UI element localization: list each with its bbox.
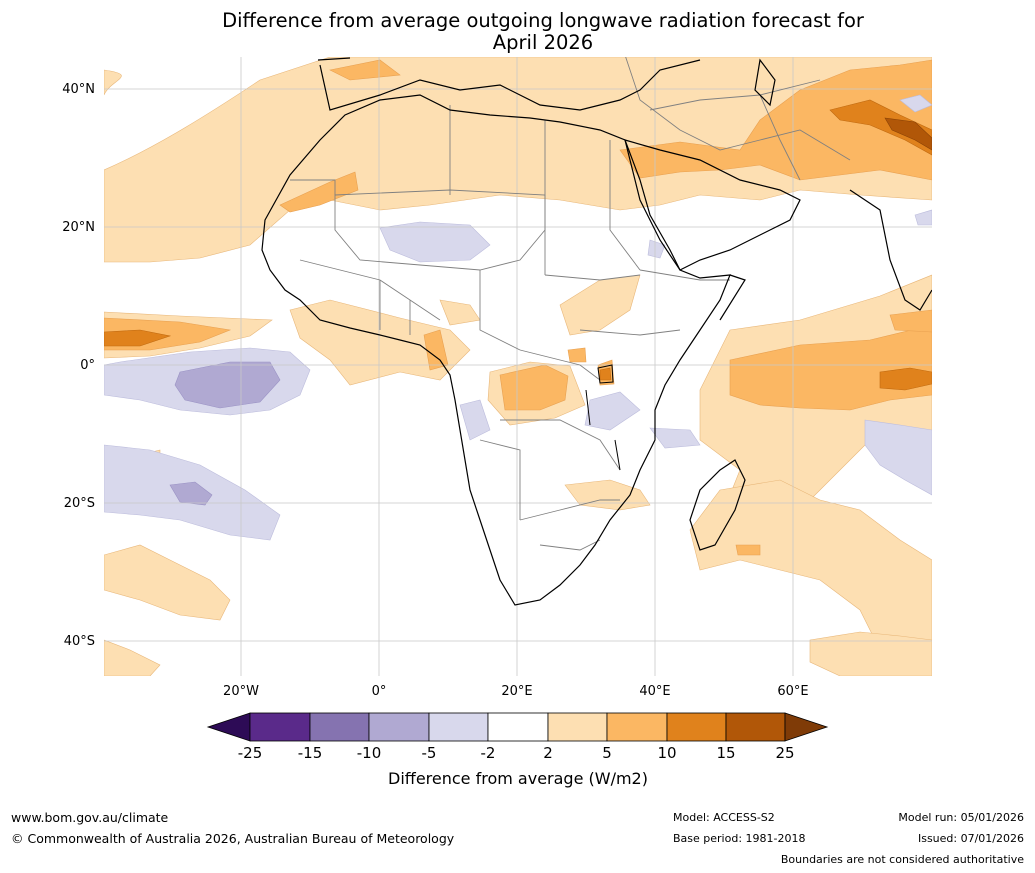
lon-label-20e: 20°E bbox=[501, 684, 533, 699]
arabia-coastline bbox=[624, 139, 801, 271]
caspian-coastline bbox=[754, 58, 776, 107]
lon-label-40e: 40°E bbox=[639, 684, 671, 699]
legend-tick: 10 bbox=[657, 744, 677, 762]
lat-label-20s: 20°S bbox=[63, 496, 95, 511]
footer-base-period: Base period: 1981-2018 bbox=[673, 832, 806, 845]
footer-copyright: © Commonwealth of Australia 2026, Austra… bbox=[11, 831, 455, 846]
map-title: Difference from average outgoing longwav… bbox=[0, 10, 1035, 54]
lakes bbox=[585, 364, 621, 471]
europe-coastline bbox=[319, 59, 701, 111]
legend-tick: 5 bbox=[602, 744, 612, 762]
lat-label-0: 0° bbox=[80, 358, 95, 373]
lat-label-40s: 40°S bbox=[63, 634, 95, 649]
lon-label-20w: 20°W bbox=[223, 684, 259, 699]
lon-label-60e: 60°E bbox=[777, 684, 809, 699]
map-title-line1: Difference from average outgoing longwav… bbox=[222, 9, 864, 32]
footer-issued: Issued: 07/01/2026 bbox=[917, 832, 1024, 845]
anomaly-fill-15-25 bbox=[884, 117, 932, 151]
anomaly-fill-10-15 bbox=[104, 99, 932, 391]
footer-model-run: Model run: 05/01/2026 bbox=[898, 811, 1024, 824]
legend-tick: -5 bbox=[421, 744, 437, 762]
legend-tick: -2 bbox=[480, 744, 496, 762]
footer-disclaimer: Boundaries are not considered authoritat… bbox=[780, 853, 1024, 866]
legend-tick: 15 bbox=[716, 744, 736, 762]
lat-label-40n: 40°N bbox=[62, 82, 95, 97]
lat-label-20n: 20°N bbox=[62, 220, 95, 235]
legend-tick: -15 bbox=[297, 744, 323, 762]
footer-model: Model: ACCESS-S2 bbox=[673, 811, 775, 824]
country-borders bbox=[290, 57, 851, 551]
graticule bbox=[104, 57, 932, 676]
coastlines bbox=[261, 57, 932, 606]
map-title-line2: April 2026 bbox=[492, 31, 594, 54]
lake-tanganyika bbox=[585, 389, 591, 426]
legend-tick: 25 bbox=[775, 744, 795, 762]
east-africa-horn-coastline bbox=[719, 274, 746, 321]
anomaly-fill-neg5-neg10 bbox=[169, 361, 281, 506]
anomaly-fill-5-10 bbox=[104, 59, 932, 556]
madagascar-coastline bbox=[689, 459, 746, 551]
legend-tick: -25 bbox=[237, 744, 263, 762]
lake-malawi bbox=[614, 439, 621, 471]
legend-title: Difference from average (W/m2) bbox=[388, 769, 648, 788]
iberia-coastline bbox=[317, 57, 351, 61]
legend-tick: -10 bbox=[356, 744, 382, 762]
africa-coastline bbox=[261, 94, 731, 606]
legend-tick: 2 bbox=[543, 744, 553, 762]
india-coastline bbox=[849, 189, 932, 311]
footer-website-link[interactable]: www.bom.gov.au/climate bbox=[11, 810, 169, 825]
lake-victoria bbox=[597, 364, 614, 384]
lon-label-0: 0° bbox=[371, 684, 387, 699]
